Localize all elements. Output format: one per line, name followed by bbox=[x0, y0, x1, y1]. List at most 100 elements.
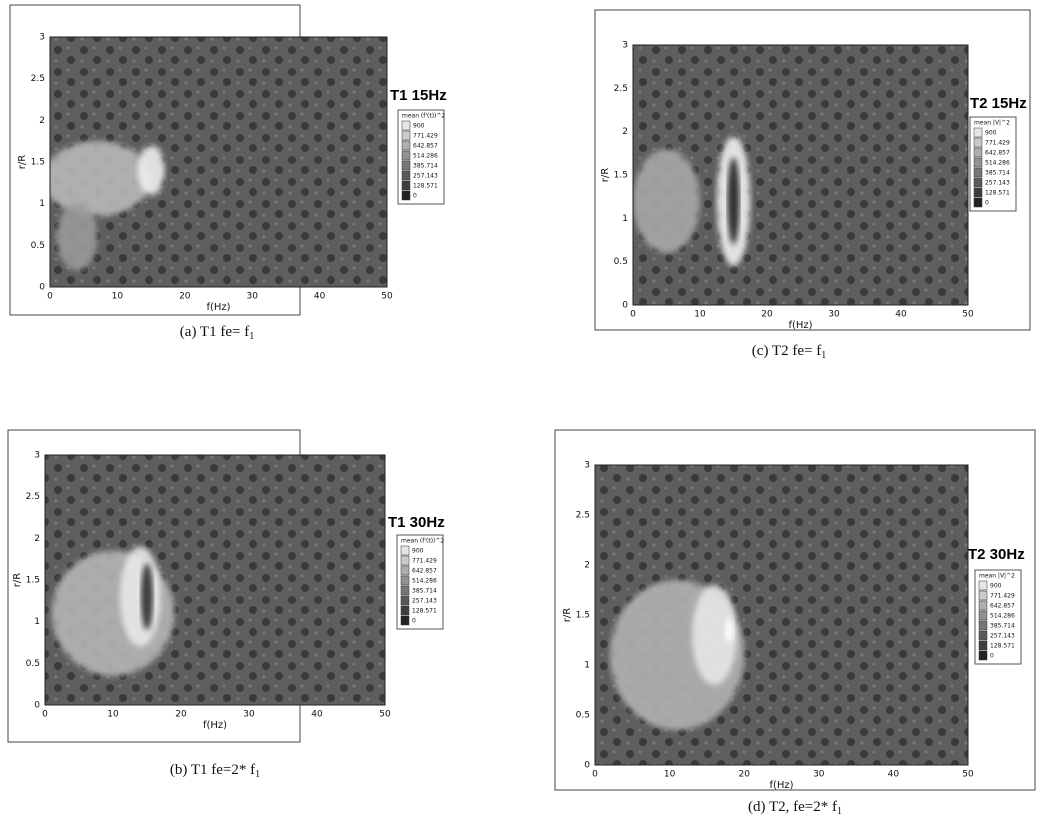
legend-label: 0 bbox=[985, 200, 989, 207]
x-tick-label: 40 bbox=[311, 710, 323, 720]
legend-label: 642.857 bbox=[985, 150, 1010, 157]
legend-label: 642.857 bbox=[413, 143, 438, 150]
legend-swatch bbox=[401, 556, 409, 565]
legend-swatch bbox=[402, 161, 410, 170]
y-tick-label: 2.5 bbox=[26, 492, 40, 502]
legend-swatch bbox=[974, 138, 982, 147]
legend-label: 257.143 bbox=[985, 180, 1010, 187]
legend-label: 385.714 bbox=[413, 163, 438, 170]
contour-region bbox=[120, 547, 161, 647]
x-tick-label: 40 bbox=[888, 770, 900, 780]
y-axis-label: r/R bbox=[17, 155, 28, 169]
legend-swatch bbox=[401, 606, 409, 615]
contour-region bbox=[727, 158, 739, 245]
legend-swatch bbox=[974, 158, 982, 167]
y-tick-label: 2 bbox=[34, 534, 40, 544]
legend-label: 385.714 bbox=[990, 623, 1015, 630]
legend-swatch bbox=[402, 121, 410, 130]
legend-label: 257.143 bbox=[990, 633, 1015, 640]
legend-swatch bbox=[979, 601, 987, 610]
y-tick-label: 1 bbox=[34, 617, 40, 627]
y-tick-label: 0 bbox=[34, 701, 40, 711]
x-tick-label: 30 bbox=[828, 310, 840, 320]
x-tick-label: 40 bbox=[895, 310, 907, 320]
page: {"panels": [ {"title": "T1 15Hz", "legen… bbox=[0, 0, 1041, 821]
contour-region bbox=[141, 563, 153, 630]
y-tick-label: 0.5 bbox=[576, 711, 590, 721]
legend-swatch bbox=[979, 641, 987, 650]
legend-label: 385.714 bbox=[412, 588, 437, 595]
contour-field bbox=[43, 37, 387, 287]
legend-label: 900 bbox=[413, 123, 425, 130]
legend-label: 771.429 bbox=[990, 593, 1015, 600]
caption-text: (d) T2, fe=2* f bbox=[748, 799, 837, 815]
x-axis-label: f(Hz) bbox=[769, 780, 793, 791]
contour-region bbox=[138, 145, 165, 195]
caption-text: (a) T1 fe= f bbox=[180, 324, 249, 340]
legend-title: mean |V|^2 bbox=[979, 573, 1015, 580]
caption-subscript: 1 bbox=[249, 331, 254, 342]
panel-title: T1 15Hz bbox=[390, 87, 447, 104]
caption-subscript: 1 bbox=[255, 769, 260, 780]
legend-label: 514.286 bbox=[990, 613, 1015, 620]
legend-swatch bbox=[974, 178, 982, 187]
legend-swatch bbox=[401, 566, 409, 575]
legend-swatch bbox=[401, 616, 409, 625]
legend-label: 771.429 bbox=[985, 140, 1010, 147]
legend-label: 771.429 bbox=[412, 558, 437, 565]
y-tick-label: 2 bbox=[584, 561, 590, 571]
legend-label: 514.286 bbox=[985, 160, 1010, 167]
y-tick-label: 0 bbox=[39, 283, 45, 293]
contour-field bbox=[45, 455, 385, 705]
legend-label: 257.143 bbox=[413, 173, 438, 180]
x-tick-label: 50 bbox=[962, 310, 974, 320]
x-tick-label: 0 bbox=[630, 310, 636, 320]
legend-label: 642.857 bbox=[990, 603, 1015, 610]
x-tick-label: 50 bbox=[962, 770, 974, 780]
caption-text: (c) T2 fe= f bbox=[752, 343, 821, 359]
legend-swatch bbox=[974, 168, 982, 177]
caption: (b) T1 fe=2* f1 bbox=[170, 762, 260, 780]
y-tick-label: 2.5 bbox=[614, 84, 628, 94]
legend-swatch bbox=[974, 148, 982, 157]
contour-field bbox=[633, 45, 968, 305]
x-tick-label: 20 bbox=[738, 770, 750, 780]
panel-title: T2 15Hz bbox=[970, 95, 1027, 112]
caption: (c) T2 fe= f1 bbox=[752, 343, 826, 361]
legend-swatch bbox=[402, 131, 410, 140]
legend-label: 771.429 bbox=[413, 133, 438, 140]
y-axis-label: r/R bbox=[600, 168, 611, 182]
y-tick-label: 3 bbox=[622, 41, 628, 51]
legend-label: 900 bbox=[990, 583, 1002, 590]
y-axis-label: r/R bbox=[562, 608, 573, 622]
caption-text: (b) T1 fe=2* f bbox=[170, 762, 255, 778]
x-tick-label: 0 bbox=[592, 770, 598, 780]
legend-swatch bbox=[401, 586, 409, 595]
x-tick-label: 10 bbox=[107, 710, 119, 720]
legend-swatch bbox=[402, 181, 410, 190]
y-tick-label: 0.5 bbox=[614, 257, 628, 267]
legend-swatch bbox=[979, 631, 987, 640]
legend-label: 257.143 bbox=[412, 598, 437, 605]
y-tick-label: 0.5 bbox=[26, 659, 40, 669]
x-tick-label: 20 bbox=[179, 292, 191, 302]
y-tick-label: 1.5 bbox=[31, 158, 45, 168]
legend-swatch bbox=[979, 621, 987, 630]
legend-swatch bbox=[974, 188, 982, 197]
y-tick-label: 2 bbox=[39, 116, 45, 126]
y-tick-label: 2.5 bbox=[576, 511, 590, 521]
x-tick-label: 30 bbox=[243, 710, 255, 720]
contour-region bbox=[633, 149, 700, 253]
x-tick-label: 10 bbox=[664, 770, 676, 780]
x-axis-label: f(Hz) bbox=[206, 302, 230, 313]
legend-label: 128.571 bbox=[413, 183, 438, 190]
x-tick-label: 40 bbox=[314, 292, 326, 302]
y-tick-label: 1.5 bbox=[26, 576, 40, 586]
legend-swatch bbox=[979, 651, 987, 660]
contour-region bbox=[57, 204, 97, 271]
legend-label: 514.286 bbox=[413, 153, 438, 160]
y-tick-label: 3 bbox=[39, 33, 45, 43]
y-tick-label: 0 bbox=[584, 761, 590, 771]
y-tick-label: 1.5 bbox=[614, 171, 628, 181]
